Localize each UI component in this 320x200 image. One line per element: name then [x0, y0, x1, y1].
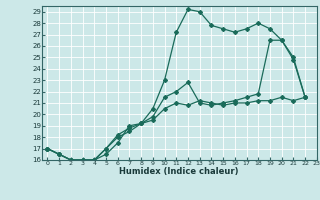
X-axis label: Humidex (Indice chaleur): Humidex (Indice chaleur)	[119, 167, 239, 176]
